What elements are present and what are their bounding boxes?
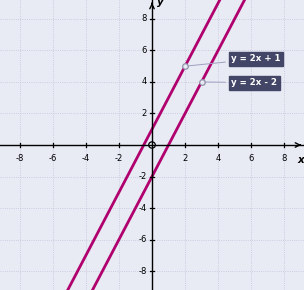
Text: y = 2x - 2: y = 2x - 2	[204, 78, 277, 87]
Text: 6: 6	[142, 46, 147, 55]
Text: -2: -2	[115, 154, 123, 163]
Text: 2: 2	[182, 154, 188, 163]
Text: 8: 8	[142, 14, 147, 23]
Text: -6: -6	[49, 154, 57, 163]
Text: 8: 8	[282, 154, 287, 163]
Text: -8: -8	[139, 267, 147, 275]
Text: y: y	[157, 0, 164, 7]
Text: -6: -6	[139, 235, 147, 244]
Text: -8: -8	[16, 154, 24, 163]
Text: 6: 6	[248, 154, 254, 163]
Text: x: x	[297, 155, 304, 165]
Text: -4: -4	[139, 204, 147, 213]
Text: 4: 4	[216, 154, 221, 163]
Text: -4: -4	[82, 154, 90, 163]
Text: y = 2x + 1: y = 2x + 1	[188, 55, 281, 66]
Text: 4: 4	[142, 77, 147, 86]
Text: 2: 2	[142, 109, 147, 118]
Text: -2: -2	[139, 172, 147, 181]
